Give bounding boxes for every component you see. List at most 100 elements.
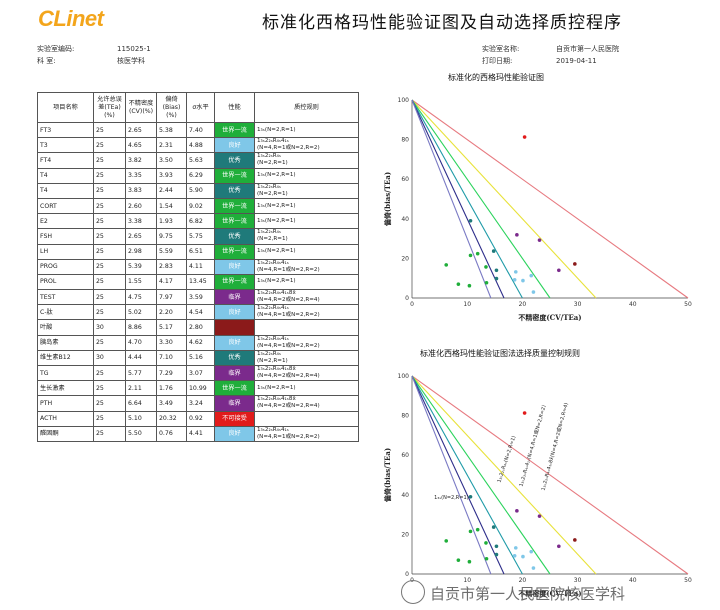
cell-qc-rule: 1₃ₛ2₂ₛR₄ₛ4₁ₛ (N=4,R=1或N=2,R=2): [254, 304, 359, 321]
cell-cv: 2.98: [125, 243, 157, 260]
cell-item-name: TG: [37, 364, 94, 382]
table-row: T4 25 3.83 2.44 5.90 优秀 1₃ₛ2₂ₛR₄ₛ (N=2,R=1): [37, 182, 359, 199]
cell-bias: 9.75: [156, 228, 187, 245]
cell-qc-rule: 1₃ₛ2₂ₛR₄ₛ4₁ₛ (N=4,R=1或N=2,R=2): [254, 137, 359, 154]
lab-code-value: 115025-1: [117, 45, 151, 53]
chart1-title: 标准化的西格玛性能验证图: [448, 73, 544, 82]
data-point: [573, 538, 577, 542]
cell-item-name: E2: [37, 213, 94, 230]
qc-rule-line: 1₃ₛ2₂ₛR₄ₛ4₁ₛ: [257, 138, 289, 145]
cell-sigma: 3.24: [186, 395, 215, 412]
cell-performance: [214, 319, 255, 336]
qc-rule-line: 1₃ₛ2₂ₛR₄ₛ: [257, 350, 281, 357]
data-point: [515, 233, 519, 237]
cell-item-name: CORT: [37, 197, 94, 215]
x-tick-label: 30: [574, 577, 582, 584]
cell-tea: 25: [93, 182, 126, 199]
x-axis-label: 不精密度(CV/TEa): [518, 589, 581, 598]
x-tick-label: 10: [463, 577, 471, 584]
cell-cv: 5.10: [125, 410, 157, 427]
cell-cv: 5.50: [125, 425, 157, 442]
data-point: [484, 541, 488, 545]
meta-right: 实验室名称: 自贡市第一人民医院 打印日期: 2019-04-11: [482, 44, 619, 66]
print-date-label: 打印日期:: [482, 57, 513, 65]
cell-sigma: 4.41: [186, 425, 215, 442]
cell-sigma: 7.40: [186, 121, 215, 139]
table-row: TG 25 5.77 7.29 3.07 临界 1₃ₛ2₂ₛR₄ₛ4₁ₛ8x̄ (N=4,R=…: [37, 364, 359, 382]
cell-item-name: C-肽: [37, 304, 94, 321]
cell-performance: 世界一流: [214, 213, 255, 230]
cell-cv: 4.65: [125, 137, 157, 154]
y-tick-label: 40: [401, 492, 409, 499]
cell-performance: 世界一流: [214, 380, 255, 397]
cell-qc-rule: 1₃ₛ2₂ₛR₄ₛ4₁ₛ8x̄ (N=4,R=2或N=2,R=4): [254, 364, 359, 382]
cell-item-name: 叶酸: [37, 319, 94, 336]
sigma-line: [411, 375, 597, 575]
cell-item-name: FT3: [37, 121, 94, 139]
y-tick-label: 40: [401, 216, 409, 223]
cell-sigma: 3.07: [186, 364, 215, 382]
y-tick-label: 20: [401, 255, 409, 262]
cell-bias: 5.38: [156, 121, 187, 139]
cell-tea: 25: [93, 197, 126, 215]
y-tick-label: 100: [398, 373, 410, 380]
col-header-name: 项目名称: [37, 92, 94, 123]
data-point: [494, 268, 499, 273]
data-point: [537, 514, 542, 518]
data-point: [491, 525, 496, 529]
table-row: LH 25 2.98 5.59 6.51 世界一流 1₃ₛ(N=2,R=1): [37, 243, 359, 260]
cell-bias: 1.93: [156, 213, 187, 230]
sigma-line: [411, 375, 551, 575]
clinet-logo: CLinet: [38, 6, 104, 31]
data-point: [557, 544, 561, 549]
cell-item-name: 维生素B12: [37, 349, 94, 367]
data-point: [537, 238, 542, 242]
cell-bias: 5.17: [156, 319, 187, 336]
cell-qc-rule: 1₃ₛ(N=2,R=1): [254, 213, 359, 230]
cell-bias: 3.50: [156, 152, 187, 169]
cell-qc-rule: 1₃ₛ(N=2,R=1): [254, 380, 359, 397]
cell-sigma: 5.75: [186, 228, 215, 245]
cell-item-name: 醛固酮: [37, 425, 94, 442]
cell-qc-rule: 1₃ₛ2₂ₛR₄ₛ4₁ₛ8x̄ (N=4,R=2或N=2,R=4): [254, 395, 359, 412]
table-row: PROG 25 5.39 2.83 4.11 良好 1₃ₛ2₂ₛR₄ₛ4₁ₛ (N=4,R=1…: [37, 258, 359, 275]
cell-sigma: 3.59: [186, 289, 215, 306]
cell-performance: 良好: [214, 334, 255, 351]
rule-line-label: 1₃ₛ(N=2,R=1): [434, 495, 469, 501]
cell-sigma: 5.16: [186, 349, 215, 367]
cell-performance: 世界一流: [214, 273, 255, 291]
cell-item-name: 胰岛素: [37, 334, 94, 351]
qc-rule-condition: (N=4,R=2或N=2,R=4): [257, 403, 320, 410]
cell-performance: 临界: [214, 364, 255, 382]
cell-performance: 临界: [214, 289, 255, 306]
qc-rule-line: 1₃ₛ(N=2,R=1): [257, 172, 296, 179]
qc-rule-line: 1₃ₛ(N=2,R=1): [257, 126, 296, 133]
y-axis-label: 偏倚(bias/TEa): [383, 448, 392, 502]
cell-performance: 世界一流: [214, 121, 255, 139]
table-row: ACTH 25 5.10 20.32 0.92 不可接受: [37, 410, 359, 427]
sigma-line: [411, 99, 523, 299]
cell-item-name: LH: [37, 243, 94, 260]
cell-cv: 2.60: [125, 197, 157, 215]
qc-rule-line: 1₃ₛ2₂ₛR₄ₛ: [257, 153, 281, 160]
cell-performance: 世界一流: [214, 243, 255, 260]
cell-performance: 世界一流: [214, 167, 255, 184]
cell-cv: 2.65: [125, 228, 157, 245]
cell-sigma: 5.63: [186, 152, 215, 169]
rule-line-label: 1₃ₛ2₂ₛR₄ₛ4₁ₛ(N=4,R=1或N=2,R=2): [518, 404, 548, 487]
cell-sigma: 4.11: [186, 258, 215, 275]
qc-rule-line: 1₃ₛ2₂ₛR₄ₛ4₁ₛ: [257, 335, 289, 342]
data-point: [444, 539, 449, 543]
qc-rule-line: 1₃ₛ(N=2,R=1): [257, 202, 296, 209]
chart2-title: 标准化西格玛性能验证图法选择质量控制规则: [420, 349, 580, 358]
data-point: [475, 251, 480, 256]
cell-bias: 1.54: [156, 197, 187, 215]
cell-performance: 优秀: [214, 228, 255, 245]
cell-tea: 25: [93, 304, 126, 321]
data-point: [494, 544, 499, 549]
data-point: [467, 559, 472, 564]
y-tick-label: 100: [398, 97, 410, 104]
cell-sigma: 6.29: [186, 167, 215, 184]
cell-qc-rule: 1₃ₛ2₂ₛR₄ₛ4₁ₛ (N=4,R=1或N=2,R=2): [254, 425, 359, 442]
table-row: 生长激素 25 2.11 1.76 10.99 世界一流 1₃ₛ(N=2,R=1): [37, 380, 359, 397]
